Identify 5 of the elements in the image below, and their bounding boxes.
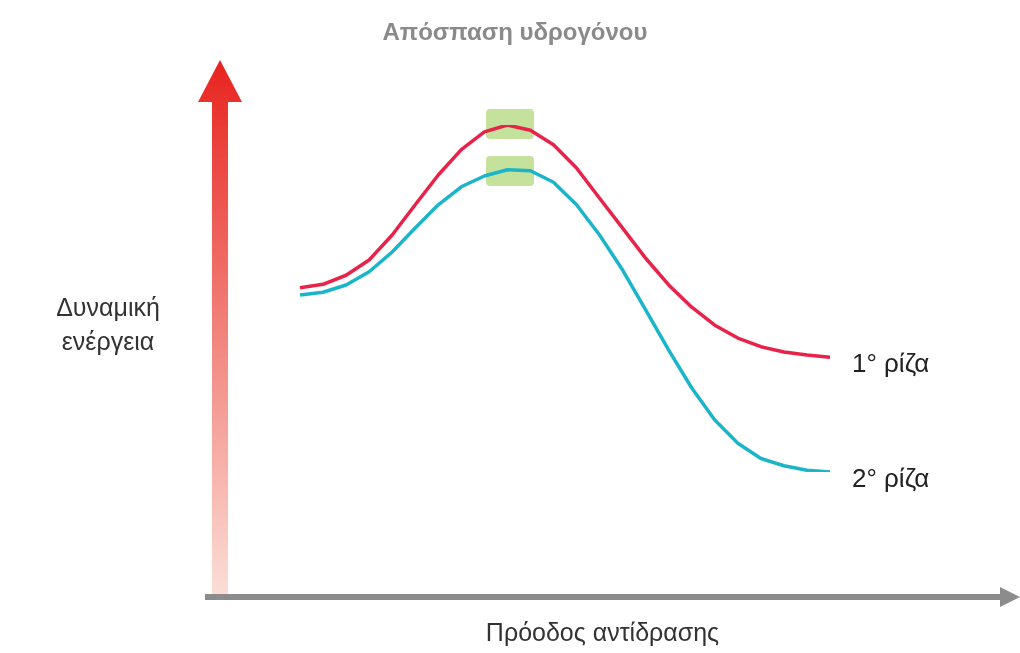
text: Δυναμική ενέργεια bbox=[55, 292, 161, 357]
series-label: 1° ρίζα bbox=[852, 348, 930, 379]
series-label: 2° ρίζα bbox=[852, 463, 930, 494]
chart-title: Απόσπαση υδρογόνου bbox=[381, 18, 649, 46]
text: Πρόοδος αντίδρασης bbox=[484, 618, 721, 647]
